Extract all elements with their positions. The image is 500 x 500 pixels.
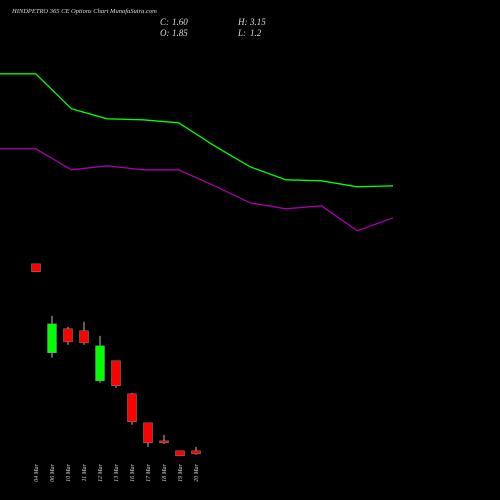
x-tick-label: 11 Mar	[82, 463, 88, 481]
stat-value: 1.85	[172, 28, 188, 38]
candle-body	[79, 330, 89, 344]
stat-value: 1.2	[250, 28, 262, 38]
x-tick-label: 16 Mar	[130, 463, 136, 481]
chart-title: HINDPETRO 365 CE Options Chart MunafaSut…	[11, 8, 157, 15]
x-tick-label: 10 Mar	[66, 463, 72, 481]
candle-body	[111, 360, 121, 387]
candle-body	[31, 263, 41, 273]
stat-name: L:	[237, 28, 246, 38]
stat-value: 1.60	[172, 17, 188, 27]
candle-body	[63, 328, 73, 343]
x-tick-label: 13 Mar	[114, 463, 120, 481]
x-tick-label: 19 Mar	[178, 463, 184, 481]
moving-average-line	[0, 73, 394, 188]
stat-name: H:	[237, 17, 248, 27]
candle-body	[143, 422, 153, 444]
moving-average-line	[0, 148, 394, 232]
x-tick-label: 17 Mar	[146, 463, 152, 481]
candle-body	[159, 440, 169, 444]
x-tick-label: 04 Mar	[33, 463, 40, 481]
candle-body	[175, 450, 185, 457]
x-tick-label: 20 Mar	[194, 463, 200, 481]
candle-body	[47, 323, 57, 354]
candle-body	[191, 450, 201, 455]
candle-body	[127, 393, 137, 423]
stat-value: 3.15	[249, 17, 266, 27]
stat-name: C:	[160, 17, 169, 27]
stat-name: O:	[160, 28, 170, 38]
x-tick-label: 18 Mar	[162, 463, 168, 481]
candle-body	[95, 345, 105, 382]
x-tick-label: 06 Mar	[50, 463, 56, 481]
x-tick-label: 12 Mar	[98, 463, 104, 481]
